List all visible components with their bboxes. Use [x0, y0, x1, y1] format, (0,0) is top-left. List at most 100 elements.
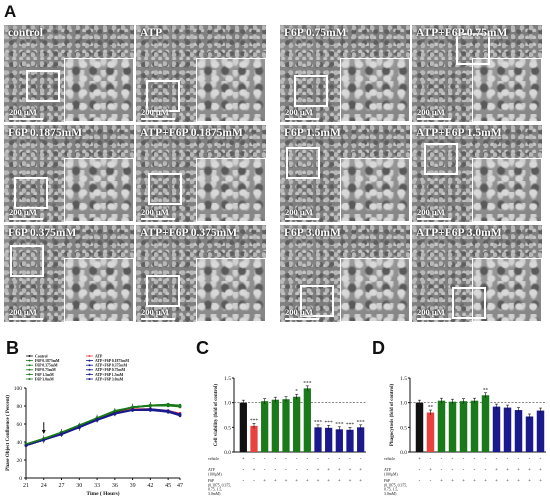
legend-marker: [28, 364, 31, 367]
condition-label: F6P 0.375mM: [8, 227, 77, 239]
condition-sign: +: [528, 468, 531, 473]
panel-c-letter: C: [196, 338, 209, 358]
x-tick-label: 42: [147, 483, 153, 489]
series-point: [178, 405, 182, 409]
series-point: [166, 404, 170, 408]
zoom-inset: [196, 58, 266, 122]
condition-sign: +: [506, 479, 509, 484]
condition-sign: +: [317, 479, 320, 484]
condition-sign: -: [242, 468, 244, 473]
x-tick-label: 27: [59, 483, 65, 489]
scale-bar: [285, 218, 319, 220]
condition-label: control: [8, 27, 43, 39]
condition-sign: +: [338, 479, 341, 484]
scale-bar: [417, 318, 451, 320]
bar: [271, 399, 279, 452]
condition-sign: -: [430, 457, 432, 462]
micrograph-panel: ATP+F6P 0.375mM 200 μM: [136, 225, 266, 322]
micrograph-panel: F6P 0.375mM 200 μM: [4, 225, 134, 322]
series-point: [24, 444, 28, 447]
zoom-inset: [64, 58, 134, 122]
legend-marker: [88, 359, 91, 362]
roi-box: [424, 143, 458, 175]
condition-row-label: F6P: [384, 479, 390, 483]
legend-label: F6P 0.75mM: [35, 368, 56, 372]
condition-sign: -: [419, 468, 421, 473]
panel-a-letter: A: [4, 2, 17, 21]
x-tick-label: 21: [23, 483, 29, 489]
condition-sign: +: [451, 479, 454, 484]
condition-sign: -: [463, 457, 465, 462]
micrograph-panel: ATP+F6P 3.0mM 200 μM: [412, 225, 542, 322]
condition-sign: -: [463, 468, 465, 473]
condition-sign: -: [529, 457, 531, 462]
scale-bar-label: 200 μM: [285, 307, 313, 317]
condition-sign: +: [495, 468, 498, 473]
scale-bar: [417, 118, 451, 120]
significance-stars: **: [428, 405, 434, 411]
condition-sign: +: [506, 468, 509, 473]
condition-row-label: F6P: [208, 479, 214, 483]
condition-sign: -: [285, 457, 287, 462]
y-tick-label: 20: [17, 458, 23, 464]
micrograph-panel: F6P 0.1875mM 200 μM: [4, 125, 134, 222]
zoom-inset: [340, 158, 410, 222]
confluence-line-chart: 0 20 40 60 80 100 21 24 27 30 33 36 39 42 45 47 Time ( H…: [6, 354, 183, 497]
scale-bar-label: 200 μM: [417, 307, 445, 317]
legend-label: ATP+F6P 1.5mM: [95, 373, 124, 377]
series-point: [113, 412, 117, 416]
bar: [415, 402, 424, 452]
condition-sign: +: [359, 468, 362, 473]
significance-stars: ***: [335, 421, 344, 427]
condition-row-label: ATP: [384, 468, 391, 472]
condition-label: ATP+F6P 0.1875mM: [140, 127, 243, 139]
micrograph-panel: ATP+F6P 0.1875mM 200 μM: [136, 125, 266, 222]
legend-label: F6P 3.0mM: [35, 377, 54, 381]
micrograph-panel: ATP 200 μM: [136, 25, 266, 122]
condition-sign: +: [327, 468, 330, 473]
series-line: [25, 404, 181, 445]
roi-box: [10, 245, 44, 277]
legend-label: ATP+F6P 0.75mM: [95, 368, 126, 372]
condition-sign: -: [474, 457, 476, 462]
legend-marker: [28, 378, 31, 380]
series-point: [95, 419, 99, 422]
condition-label: ATP+F6P 1.5mM: [416, 127, 502, 139]
y-tick-label: 1.5: [400, 376, 407, 382]
series-point: [131, 409, 134, 412]
condition-sign: -: [253, 479, 255, 484]
condition-sign: -: [441, 468, 443, 473]
y-tick-label: 80: [17, 404, 23, 410]
roi-box: [300, 285, 334, 317]
y-tick-label: 1.5: [224, 376, 231, 382]
condition-sign: +: [473, 479, 476, 484]
scale-bar-label: 200 μM: [9, 107, 37, 117]
scale-bar: [9, 218, 43, 220]
bar: [481, 395, 490, 452]
bar: [437, 400, 446, 452]
bar: [470, 400, 479, 452]
y-axis-label: Phase Object Confluence ( Percent): [6, 395, 11, 471]
y-tick-label: 100: [14, 386, 23, 392]
series-point: [131, 406, 134, 410]
condition-sign: -: [485, 468, 487, 473]
legend-marker: [28, 355, 31, 357]
scale-bar: [9, 318, 43, 320]
series-point: [178, 414, 182, 418]
significance-stars: ***: [250, 418, 259, 424]
condition-sign: +: [539, 479, 542, 484]
legend-label: ATP: [95, 354, 103, 358]
zoom-inset: [64, 258, 134, 322]
condition-sign: +: [338, 468, 341, 473]
bar: [261, 401, 269, 452]
condition-sign: -: [274, 457, 276, 462]
significance-stars: ***: [314, 419, 323, 425]
condition-sign: +: [295, 479, 298, 484]
condition-row-label: 0.75, 1.5,: [384, 488, 398, 493]
condition-sign: +: [327, 479, 330, 484]
y-tick-label: 0.5: [224, 425, 231, 431]
condition-sign: -: [296, 468, 298, 473]
condition-sign: -: [496, 457, 498, 462]
zoom-inset: [340, 58, 410, 122]
x-tick-label: 30: [76, 483, 82, 489]
